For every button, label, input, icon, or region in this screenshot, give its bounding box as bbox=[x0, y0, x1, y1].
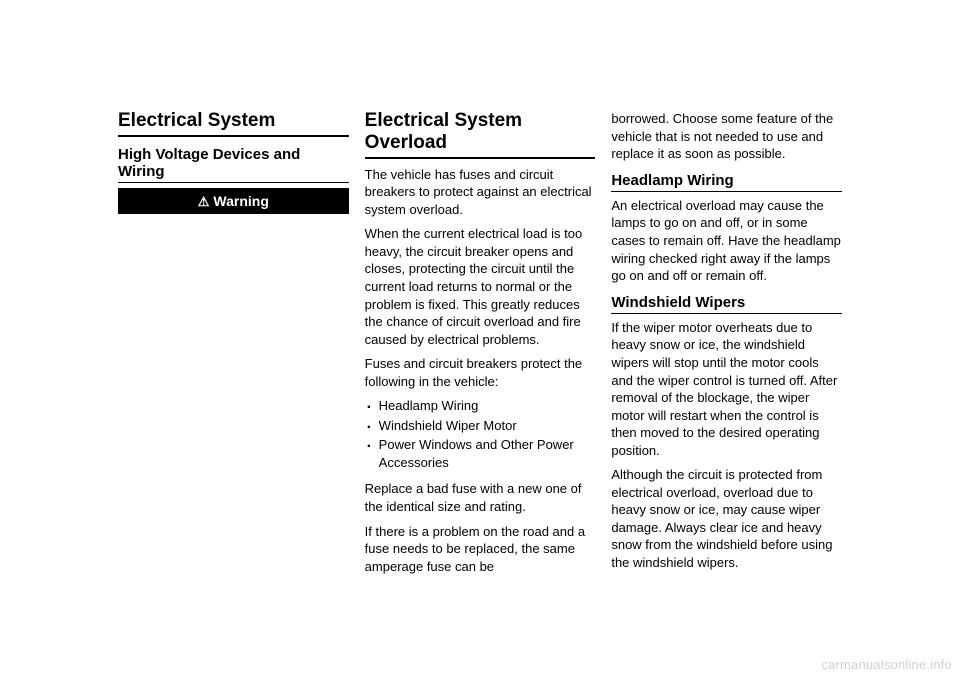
warning-label: Warning bbox=[213, 193, 268, 209]
paragraph: When the current electrical load is too … bbox=[365, 225, 596, 348]
paragraph: An electrical overload may cause the lam… bbox=[611, 197, 842, 285]
paragraph: Replace a bad fuse with a new one of the… bbox=[365, 480, 596, 515]
paragraph: Although the circuit is protected from e… bbox=[611, 466, 842, 571]
list-item: Headlamp Wiring bbox=[365, 397, 596, 415]
column-3: borrowed. Choose some feature of the veh… bbox=[611, 110, 842, 575]
paragraph: If there is a problem on the road and a … bbox=[365, 523, 596, 576]
column-2: Electrical System Overload The vehicle h… bbox=[365, 110, 596, 575]
list-item: Power Windows and Other Power Accessorie… bbox=[365, 436, 596, 471]
paragraph: The vehicle has fuses and circuit breake… bbox=[365, 166, 596, 219]
warning-box: ⚠ Warning bbox=[118, 188, 349, 214]
watermark-text: carmanualsonline.info bbox=[821, 657, 952, 672]
paragraph: borrowed. Choose some feature of the veh… bbox=[611, 110, 842, 163]
subsection-heading-high-voltage: High Voltage Devices and Wiring bbox=[118, 146, 349, 184]
section-heading-overload: Electrical System Overload bbox=[365, 110, 596, 159]
list-item: Windshield Wiper Motor bbox=[365, 417, 596, 435]
warning-triangle-icon: ⚠ bbox=[198, 195, 210, 208]
column-1: Electrical System High Voltage Devices a… bbox=[118, 110, 349, 575]
section-heading-electrical-system: Electrical System bbox=[118, 110, 349, 137]
manual-page: Electrical System High Voltage Devices a… bbox=[118, 110, 842, 575]
paragraph: If the wiper motor overheats due to heav… bbox=[611, 319, 842, 459]
paragraph: Fuses and circuit breakers protect the f… bbox=[365, 355, 596, 390]
subsection-heading-windshield-wipers: Windshield Wipers bbox=[611, 294, 842, 314]
protected-items-list: Headlamp Wiring Windshield Wiper Motor P… bbox=[365, 397, 596, 473]
subsection-heading-headlamp-wiring: Headlamp Wiring bbox=[611, 172, 842, 192]
